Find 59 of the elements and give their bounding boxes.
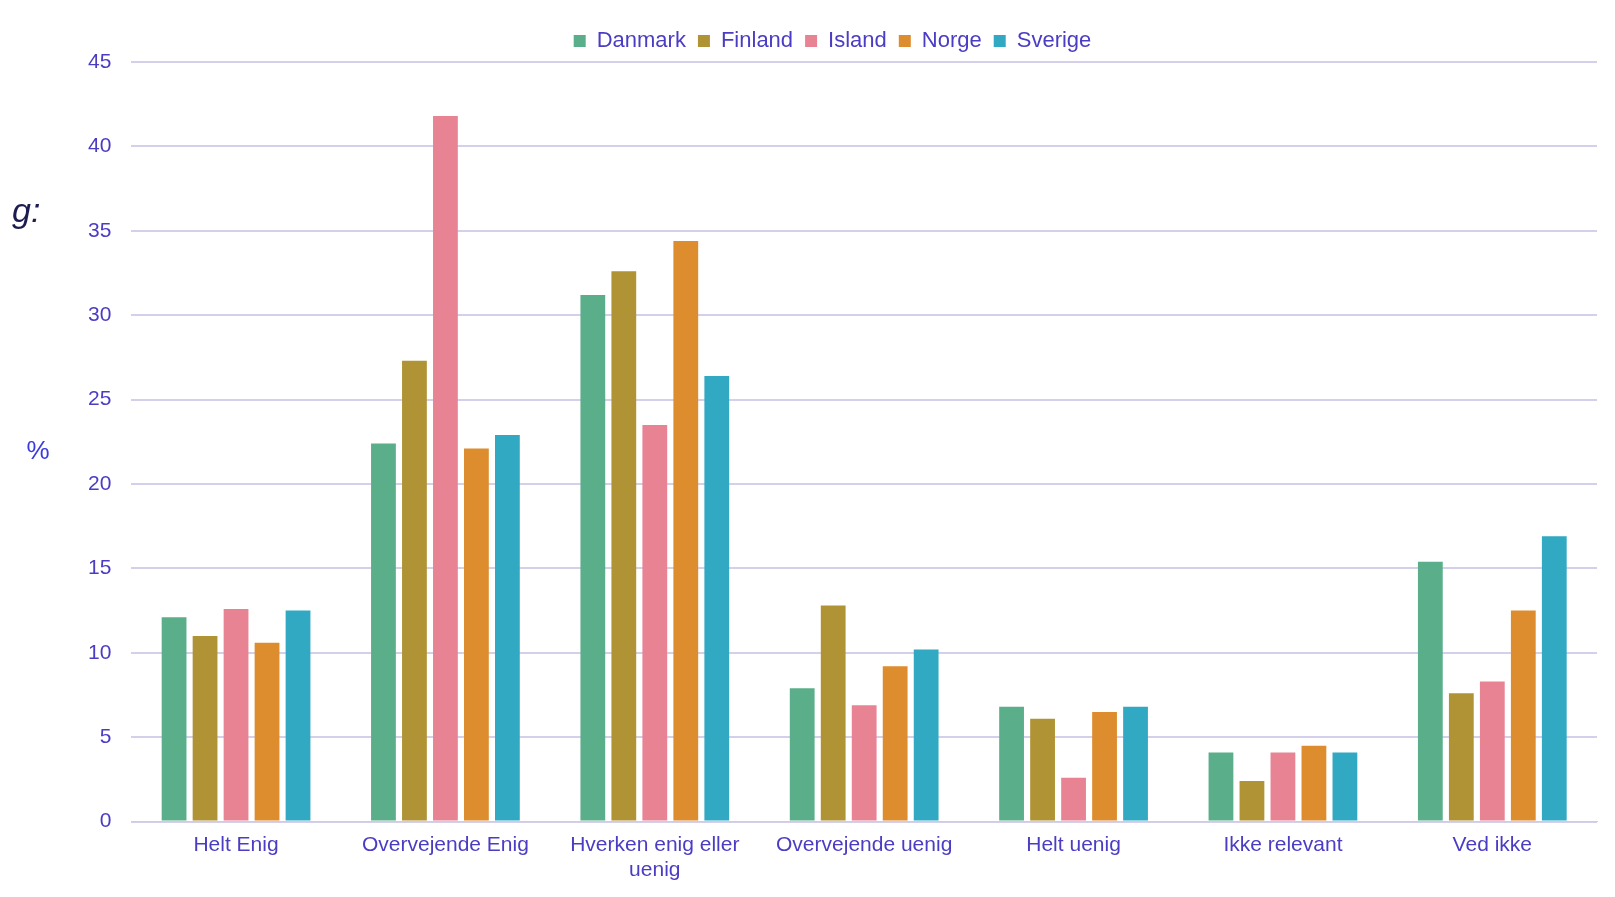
bar — [1510, 610, 1536, 821]
bar — [1541, 536, 1567, 821]
bar — [254, 642, 280, 821]
y-tick-label: 20 — [88, 470, 112, 494]
text: g: — [12, 191, 41, 230]
bar — [223, 608, 249, 821]
bar — [851, 705, 877, 821]
bar — [1061, 777, 1086, 821]
bar — [495, 435, 520, 821]
x-tick-label: Helt uenig — [1026, 832, 1121, 855]
bar — [192, 635, 218, 821]
bar — [642, 424, 668, 821]
bar — [1092, 711, 1117, 821]
bar — [1239, 781, 1265, 821]
bar — [1417, 561, 1443, 821]
bar — [161, 617, 187, 821]
y-tick-label: 25 — [88, 386, 112, 410]
bar — [464, 448, 489, 821]
bar — [1270, 752, 1296, 821]
legend-label: Danmark — [596, 27, 687, 53]
x-tick-label: Ikke relevant — [1223, 832, 1343, 855]
bar — [913, 649, 939, 821]
y-tick-label: 45 — [88, 48, 112, 72]
bar — [1123, 706, 1148, 821]
bar — [789, 688, 815, 821]
bar — [1301, 745, 1327, 821]
bar — [433, 116, 458, 821]
y-tick-label: 10 — [88, 639, 112, 663]
bar — [704, 375, 730, 821]
bar — [1208, 752, 1234, 821]
bar — [285, 610, 311, 821]
legend-label: Sverige — [1016, 27, 1092, 53]
x-tick-label: Helt Enig — [193, 832, 279, 855]
bar — [1479, 681, 1505, 821]
x-tick-label: Hverken enig eller uenig — [570, 832, 740, 881]
bar — [1332, 752, 1358, 821]
bar — [999, 706, 1024, 821]
bar — [673, 240, 699, 821]
y-tick-label: 0 — [99, 808, 112, 832]
bar — [611, 271, 637, 821]
legend-label: Island — [828, 27, 887, 53]
bar — [882, 666, 908, 821]
y-tick-label: 35 — [88, 217, 112, 241]
y-axis-title: % — [26, 434, 50, 465]
bar — [820, 605, 846, 821]
bar — [371, 443, 396, 821]
legend-label: Norge — [921, 27, 982, 53]
y-tick-label: 15 — [88, 555, 112, 579]
bar — [1030, 718, 1055, 821]
x-tick-label: Ved ikke — [1452, 832, 1533, 855]
legend-label: Finland — [720, 27, 794, 53]
bar — [1448, 693, 1474, 821]
bar — [580, 294, 606, 821]
y-tick-label: 5 — [99, 724, 112, 747]
x-tick-label: Overvejende Enig — [361, 832, 529, 855]
y-tick-label: 40 — [88, 133, 112, 157]
x-tick-label: Overvejende uenig — [776, 832, 953, 855]
bar — [402, 360, 427, 821]
y-tick-label: 30 — [88, 302, 112, 325]
